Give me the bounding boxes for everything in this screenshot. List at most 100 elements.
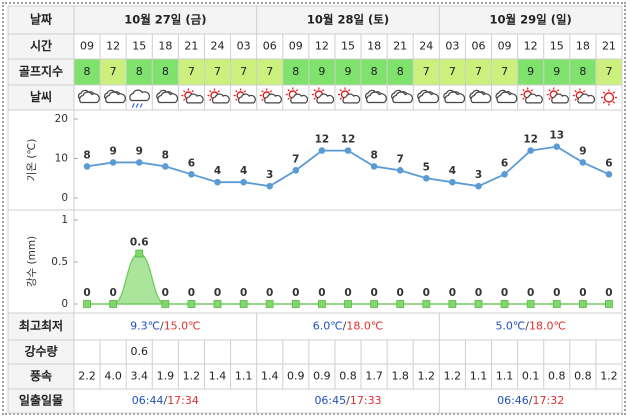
time-cell: 12 <box>524 40 538 53</box>
wind-value: 0.9 <box>287 370 305 383</box>
precip-point <box>422 300 431 308</box>
time-cell: 21 <box>602 40 616 53</box>
golf-index-value: 7 <box>475 65 482 78</box>
wind-value: 0.8 <box>339 370 357 383</box>
max-temp: 18.0℃ <box>529 320 566 333</box>
golf-index-cell <box>74 59 101 85</box>
row-label-weather: 날씨 <box>30 90 52 104</box>
golf-index-value: 7 <box>214 65 221 78</box>
row-label-golf-index: 골프지수 <box>19 64 63 79</box>
temperature-point <box>135 159 143 166</box>
precip-point <box>396 300 405 308</box>
precip-point <box>526 300 535 308</box>
time-cell: 09 <box>289 40 303 53</box>
wind-value: 2.2 <box>78 370 96 383</box>
partly-cloudy-icon <box>338 87 361 104</box>
wind-value: 1.1 <box>235 370 253 383</box>
golf-index-value: 9 <box>345 65 352 78</box>
wind-value: 1.2 <box>418 370 436 383</box>
precip-point <box>500 300 509 308</box>
time-cell: 15 <box>341 40 355 53</box>
night-partly-cloudy-icon <box>181 88 204 104</box>
precip-point <box>448 300 457 308</box>
temperature-label: 4 <box>240 165 247 177</box>
precip-y-tick: 1 <box>61 214 68 226</box>
wind-value: 1.1 <box>496 370 514 383</box>
precip-label: 0 <box>109 287 116 299</box>
sunrise-time: 06:46 <box>497 394 529 407</box>
sunrise-time: 06:45 <box>314 394 346 407</box>
golf-index-cell <box>334 59 362 85</box>
temperature-point <box>579 159 587 166</box>
golf-index-value: 7 <box>266 65 273 78</box>
night-partly-cloudy-icon <box>259 88 282 104</box>
cloudy-icon <box>469 89 492 104</box>
precip-point <box>318 300 326 308</box>
row-label-date: 날짜 <box>30 12 52 27</box>
precip-point <box>239 300 248 308</box>
sun-icon <box>600 89 617 106</box>
day-header: 10월 27일 (금) <box>124 13 206 27</box>
min-max-temp: 5.0℃/18.0℃ <box>495 320 565 333</box>
golf-index-cell <box>152 59 179 85</box>
time-cell: 18 <box>367 40 381 53</box>
precip-point <box>344 300 352 308</box>
precip-point <box>552 300 561 308</box>
time-cell: 21 <box>184 40 198 53</box>
min-temp: 9.3℃ <box>130 320 160 333</box>
precip-point <box>83 300 91 308</box>
precip-label: 0 <box>240 287 247 299</box>
temperature-axis-label: 기온 (℃) <box>26 139 38 182</box>
precip-label: 0 <box>475 287 482 299</box>
cloudy-icon <box>417 89 440 104</box>
time-cell: 21 <box>393 40 407 53</box>
precip-label: 0 <box>397 287 404 299</box>
temperature-point <box>266 182 274 190</box>
golf-index-cell <box>126 59 153 85</box>
cloudy-icon <box>77 89 100 104</box>
time-cell: 03 <box>445 40 459 53</box>
row-label-minmax: 최고최저 <box>19 318 63 333</box>
temperature-label: 12 <box>523 134 538 146</box>
precip-point <box>605 300 613 308</box>
golf-index-value: 9 <box>318 65 325 78</box>
temp-y-tick: 10 <box>55 153 68 165</box>
temperature-point <box>240 178 247 186</box>
time-cell: 09 <box>80 40 94 53</box>
row-label-time: 시간 <box>30 38 52 53</box>
wind-value: 1.2 <box>444 370 462 383</box>
time-cell: 15 <box>550 40 564 53</box>
precip-label: 0.6 <box>130 237 149 249</box>
temperature-point <box>292 167 300 174</box>
wind-value: 1.4 <box>209 370 227 383</box>
cloudy-icon <box>156 89 179 104</box>
golf-index-value: 7 <box>110 65 117 78</box>
sunrise-sunset: 06:44/17:34 <box>132 394 199 407</box>
golf-index-value: 8 <box>84 65 91 78</box>
precip-point <box>135 249 144 258</box>
golf-index-cell <box>256 59 283 85</box>
night-partly-cloudy-icon <box>572 88 596 104</box>
golf-index-cell <box>178 59 205 85</box>
precip-label: 0 <box>449 287 456 299</box>
sunrise-sunset: 06:45/17:33 <box>314 394 381 407</box>
precip-label: 0 <box>266 287 273 299</box>
precip-label: 0 <box>370 287 377 299</box>
temperature-label: 12 <box>315 134 330 146</box>
golf-index-cell <box>491 59 518 85</box>
golf-index-value: 8 <box>162 65 169 78</box>
temperature-label: 7 <box>397 153 404 165</box>
precip-label: 0 <box>162 287 169 299</box>
row-label-sunrise-sunset: 일출일몰 <box>19 393 63 408</box>
golf-index-value: 9 <box>527 65 534 78</box>
temperature-label: 6 <box>605 157 612 169</box>
partly-cloudy-icon <box>546 87 569 104</box>
precip-y-tick: 0.5 <box>51 256 68 268</box>
rain-cloud-icon <box>129 89 151 108</box>
temperature-point <box>344 147 352 154</box>
golf-index-value: 7 <box>449 65 456 78</box>
day-header: 10월 28일 (토) <box>307 13 389 27</box>
day-header: 10월 29일 (일) <box>490 13 572 27</box>
golf-index-cell <box>361 59 388 85</box>
